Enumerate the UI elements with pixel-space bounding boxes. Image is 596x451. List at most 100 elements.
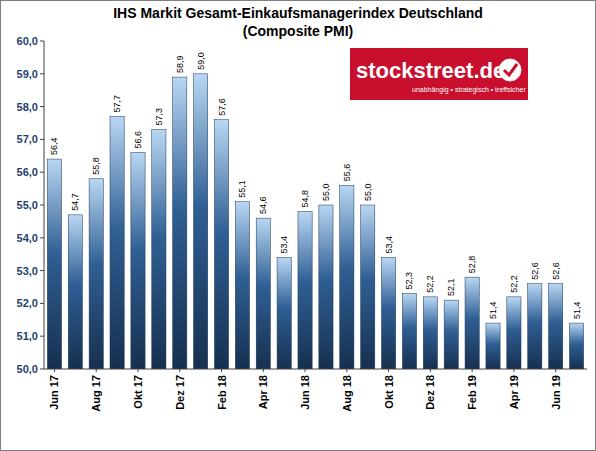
x-tick <box>305 369 306 372</box>
data-label: 52,6 <box>551 262 561 280</box>
y-tick-label: 54,0 <box>17 232 38 244</box>
x-tick-label: Apr 19 <box>508 375 520 409</box>
data-label: 52,3 <box>404 272 414 290</box>
x-tick-label: Dez 17 <box>174 375 186 410</box>
x-tick <box>137 369 138 372</box>
bar <box>47 159 61 369</box>
y-tick <box>40 303 44 304</box>
data-label: 57,3 <box>154 108 164 126</box>
bar <box>152 130 166 369</box>
y-tick <box>40 172 44 173</box>
x-tick-label: Aug 18 <box>341 375 353 412</box>
y-tick-label: 60,0 <box>17 35 38 47</box>
bar <box>549 284 563 369</box>
bar <box>319 205 333 369</box>
data-label: 52,1 <box>446 279 456 297</box>
x-tick <box>472 369 473 372</box>
data-label: 54,7 <box>70 193 80 211</box>
y-tick-label: 58,0 <box>17 101 38 113</box>
data-label: 55,6 <box>342 164 352 182</box>
data-label: 52,2 <box>425 275 435 293</box>
data-label: 54,8 <box>300 190 310 208</box>
x-tick <box>263 369 264 372</box>
data-label: 58,9 <box>175 56 185 74</box>
y-tick <box>40 336 44 337</box>
data-label: 54,6 <box>258 197 268 215</box>
bar <box>194 74 208 369</box>
bar <box>110 116 124 369</box>
y-tick-label: 59,0 <box>17 68 38 80</box>
frame <box>1 1 596 451</box>
bar <box>131 153 145 369</box>
bars <box>47 74 583 369</box>
data-label: 55,0 <box>363 183 373 201</box>
logo-check <box>504 64 517 75</box>
x-tick <box>513 369 514 372</box>
data-label: 51,4 <box>572 302 582 320</box>
data-label: 52,8 <box>467 256 477 274</box>
y-tick-label: 50,0 <box>17 363 38 375</box>
subtitle: (Composite PMI) <box>243 23 353 39</box>
data-label: 57,7 <box>112 95 122 113</box>
bar <box>465 277 479 369</box>
bar <box>423 297 437 369</box>
data-label: 55,8 <box>91 157 101 175</box>
x-tick <box>346 369 347 372</box>
bar <box>528 284 542 369</box>
x-tick-label: Jun 19 <box>550 375 562 410</box>
y-tick-label: 53,0 <box>17 265 38 277</box>
bar <box>402 294 416 369</box>
data-label: 57,6 <box>217 98 227 116</box>
data-label: 59,0 <box>196 52 206 70</box>
y-tick-label: 51,0 <box>17 330 38 342</box>
y-tick <box>40 41 44 42</box>
x-tick <box>388 369 389 372</box>
y-tick <box>40 205 44 206</box>
data-label: 52,2 <box>509 275 519 293</box>
x-tick <box>430 369 431 372</box>
logo-tagline: unabhängig • strategisch • treffsicher <box>412 86 526 94</box>
title: IHS Markit Gesamt-Einkaufsmanagerindex D… <box>113 5 483 21</box>
bar <box>298 212 312 369</box>
bar <box>256 218 270 369</box>
y-tick-label: 56,0 <box>17 166 38 178</box>
x-tick-label: Okt 18 <box>383 375 395 409</box>
y-tick-label: 52,0 <box>17 297 38 309</box>
y-tick <box>40 106 44 107</box>
x-tick-label: Apr 18 <box>257 375 269 409</box>
y-tick-label: 55,0 <box>17 199 38 211</box>
bar <box>89 179 103 369</box>
logo-box <box>350 48 528 100</box>
bar <box>569 323 583 369</box>
data-label: 53,4 <box>384 236 394 254</box>
data-label: 51,4 <box>488 302 498 320</box>
data-label: 55,0 <box>321 183 331 201</box>
data-label: 56,6 <box>133 131 143 149</box>
x-tick-label: Aug 17 <box>90 375 102 412</box>
y-tick <box>40 73 44 74</box>
bar <box>486 323 500 369</box>
x-tick-label: Jun 17 <box>48 375 60 410</box>
bar <box>68 215 82 369</box>
y-tick <box>40 369 44 370</box>
x-tick-label: Feb 18 <box>216 375 228 410</box>
x-tick-label: Feb 19 <box>466 375 478 410</box>
x-axis <box>44 369 587 370</box>
logo: stockstreet.deunabhängig • strategisch •… <box>350 48 528 100</box>
x-tick <box>96 369 97 372</box>
x-tick <box>555 369 556 372</box>
x-tick-label: Dez 18 <box>424 375 436 410</box>
chart: IHS Markit Gesamt-Einkaufsmanagerindex D… <box>0 0 596 451</box>
x-tick <box>179 369 180 372</box>
bar <box>381 257 395 369</box>
y-tick <box>40 237 44 238</box>
y-tick-label: 57,0 <box>17 133 38 145</box>
bar <box>214 120 228 369</box>
logo-circle <box>499 59 521 81</box>
y-tick <box>40 270 44 271</box>
x-tick-label: Okt 17 <box>132 375 144 409</box>
data-label: 56,4 <box>49 138 59 156</box>
data-label: 52,6 <box>530 262 540 280</box>
x-tick-label: Jun 18 <box>299 375 311 410</box>
x-tick <box>54 369 55 372</box>
